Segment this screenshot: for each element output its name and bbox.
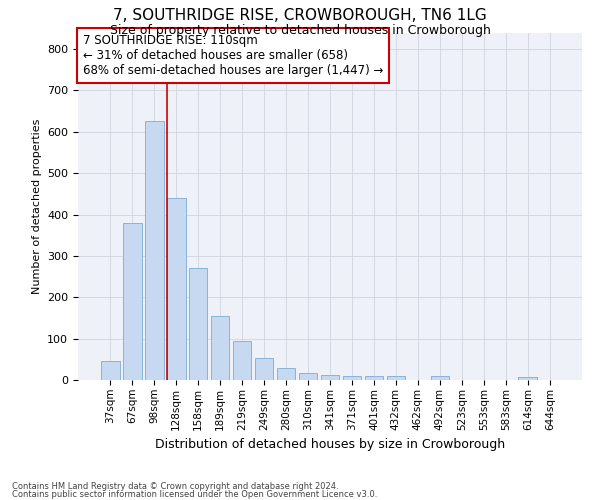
Bar <box>386 376 405 380</box>
Text: Size of property relative to detached houses in Crowborough: Size of property relative to detached ho… <box>110 24 490 37</box>
Y-axis label: Number of detached properties: Number of detached properties <box>32 118 41 294</box>
Bar <box>145 122 164 380</box>
Bar <box>343 376 361 380</box>
Text: Contains HM Land Registry data © Crown copyright and database right 2024.: Contains HM Land Registry data © Crown c… <box>12 482 338 491</box>
Bar <box>320 375 340 380</box>
Bar <box>189 268 208 380</box>
Bar <box>167 198 185 380</box>
Text: 7 SOUTHRIDGE RISE: 110sqm
← 31% of detached houses are smaller (658)
68% of semi: 7 SOUTHRIDGE RISE: 110sqm ← 31% of detac… <box>83 34 383 77</box>
Text: 7, SOUTHRIDGE RISE, CROWBOROUGH, TN6 1LG: 7, SOUTHRIDGE RISE, CROWBOROUGH, TN6 1LG <box>113 8 487 23</box>
Bar <box>101 362 119 380</box>
Bar <box>365 376 383 380</box>
X-axis label: Distribution of detached houses by size in Crowborough: Distribution of detached houses by size … <box>155 438 505 451</box>
Bar <box>431 376 449 380</box>
Text: Contains public sector information licensed under the Open Government Licence v3: Contains public sector information licen… <box>12 490 377 499</box>
Bar <box>233 340 251 380</box>
Bar <box>277 368 295 380</box>
Bar <box>211 316 229 380</box>
Bar <box>123 223 142 380</box>
Bar <box>255 358 274 380</box>
Bar <box>518 376 537 380</box>
Bar <box>299 372 317 380</box>
